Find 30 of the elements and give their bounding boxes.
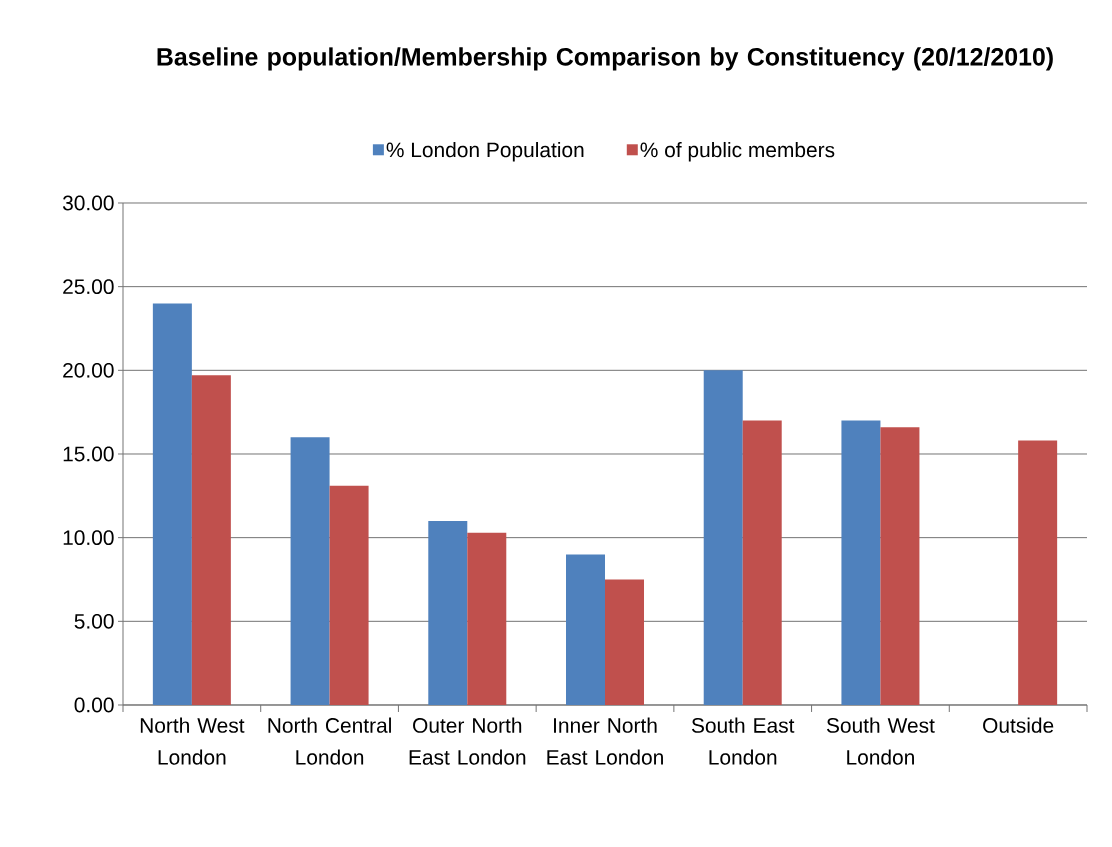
y-tick-label: 15.00 bbox=[63, 446, 114, 462]
x-tick-label: South West London bbox=[826, 717, 935, 765]
y-tick-label: 5.00 bbox=[74, 613, 114, 629]
bar bbox=[605, 579, 644, 705]
x-tick-label: Inner North East London bbox=[547, 717, 663, 765]
bar bbox=[290, 437, 330, 705]
x-tick-label: Outside bbox=[983, 717, 1054, 733]
chart-title: Baseline population/Membership Comparison by Constituency (20/12/2010) bbox=[157, 47, 1053, 71]
y-tick-label: 20.00 bbox=[63, 362, 114, 378]
y-tick-label: 30.00 bbox=[62, 195, 114, 211]
legend-label: % of public members bbox=[640, 141, 835, 162]
x-tick-label: Outer North East London bbox=[409, 717, 526, 765]
bar bbox=[880, 427, 920, 705]
bar bbox=[191, 375, 231, 705]
y-tick-label: 25.00 bbox=[63, 279, 114, 295]
x-tick-label: North Central London bbox=[268, 717, 391, 765]
bar bbox=[1018, 440, 1058, 705]
x-tick-label: North West London bbox=[140, 717, 245, 765]
y-tick-label: 10.00 bbox=[63, 530, 114, 546]
x-tick-label: South East London bbox=[691, 717, 795, 765]
y-tick-label: 0.00 bbox=[74, 697, 114, 713]
bar bbox=[703, 370, 743, 705]
bar bbox=[428, 520, 468, 705]
bar bbox=[742, 420, 782, 705]
bar bbox=[566, 554, 605, 705]
bar bbox=[329, 485, 369, 705]
bar bbox=[841, 420, 881, 705]
bar bbox=[152, 303, 192, 705]
legend-label: % London Population bbox=[386, 141, 584, 162]
bar bbox=[467, 532, 507, 705]
